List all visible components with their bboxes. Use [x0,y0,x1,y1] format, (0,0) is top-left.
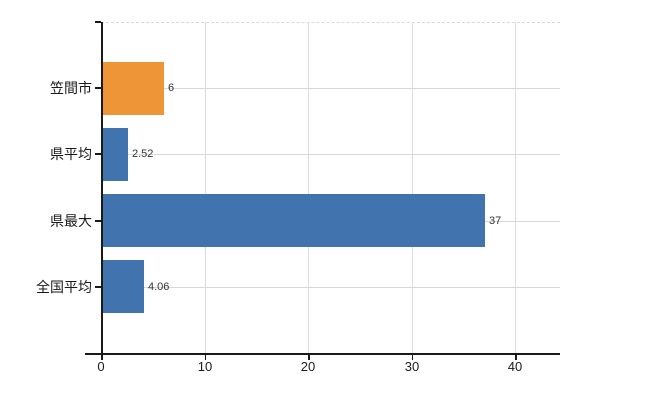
h-gridline [101,88,560,89]
bar-2 [102,194,485,247]
x-tick-label-2: 20 [300,359,316,374]
plot-top-border [101,22,560,23]
bar-value-label-1: 2.52 [132,148,154,160]
bar-1 [102,128,128,181]
bar-0 [102,62,164,115]
x-axis [85,353,560,355]
y-axis-tick [95,87,101,89]
y-axis-tick [95,153,101,155]
v-gridline [515,22,516,353]
bar-3 [102,260,144,313]
x-tick-label-0: 0 [97,359,105,374]
h-gridline [101,287,560,288]
category-label-1: 県平均 [50,146,92,162]
v-gridline [308,22,309,353]
v-gridline [204,22,206,353]
x-axis-tick-4 [515,354,517,360]
x-tick-label-1: 10 [197,359,213,374]
category-label-3: 全国平均 [36,279,92,295]
bar-value-label-2: 37 [489,215,502,227]
x-axis-tick-1 [204,354,206,360]
y-axis-tick [95,286,101,288]
x-tick-label-3: 30 [404,359,420,374]
y-axis-tick [95,220,101,222]
h-gridline [101,154,560,155]
y-axis-top-cap [95,21,101,23]
x-axis-tick-3 [411,354,413,360]
y-axis [101,22,103,358]
x-tick-label-4: 40 [507,359,523,374]
category-label-2: 県最大 [50,213,92,229]
v-gridline [411,22,413,353]
bar-value-label-3: 4.06 [148,281,170,293]
bar-value-label-0: 6 [168,82,175,94]
x-axis-tick-2 [308,354,310,360]
x-axis-tick-0 [101,354,103,360]
category-label-0: 笠間市 [50,80,92,96]
